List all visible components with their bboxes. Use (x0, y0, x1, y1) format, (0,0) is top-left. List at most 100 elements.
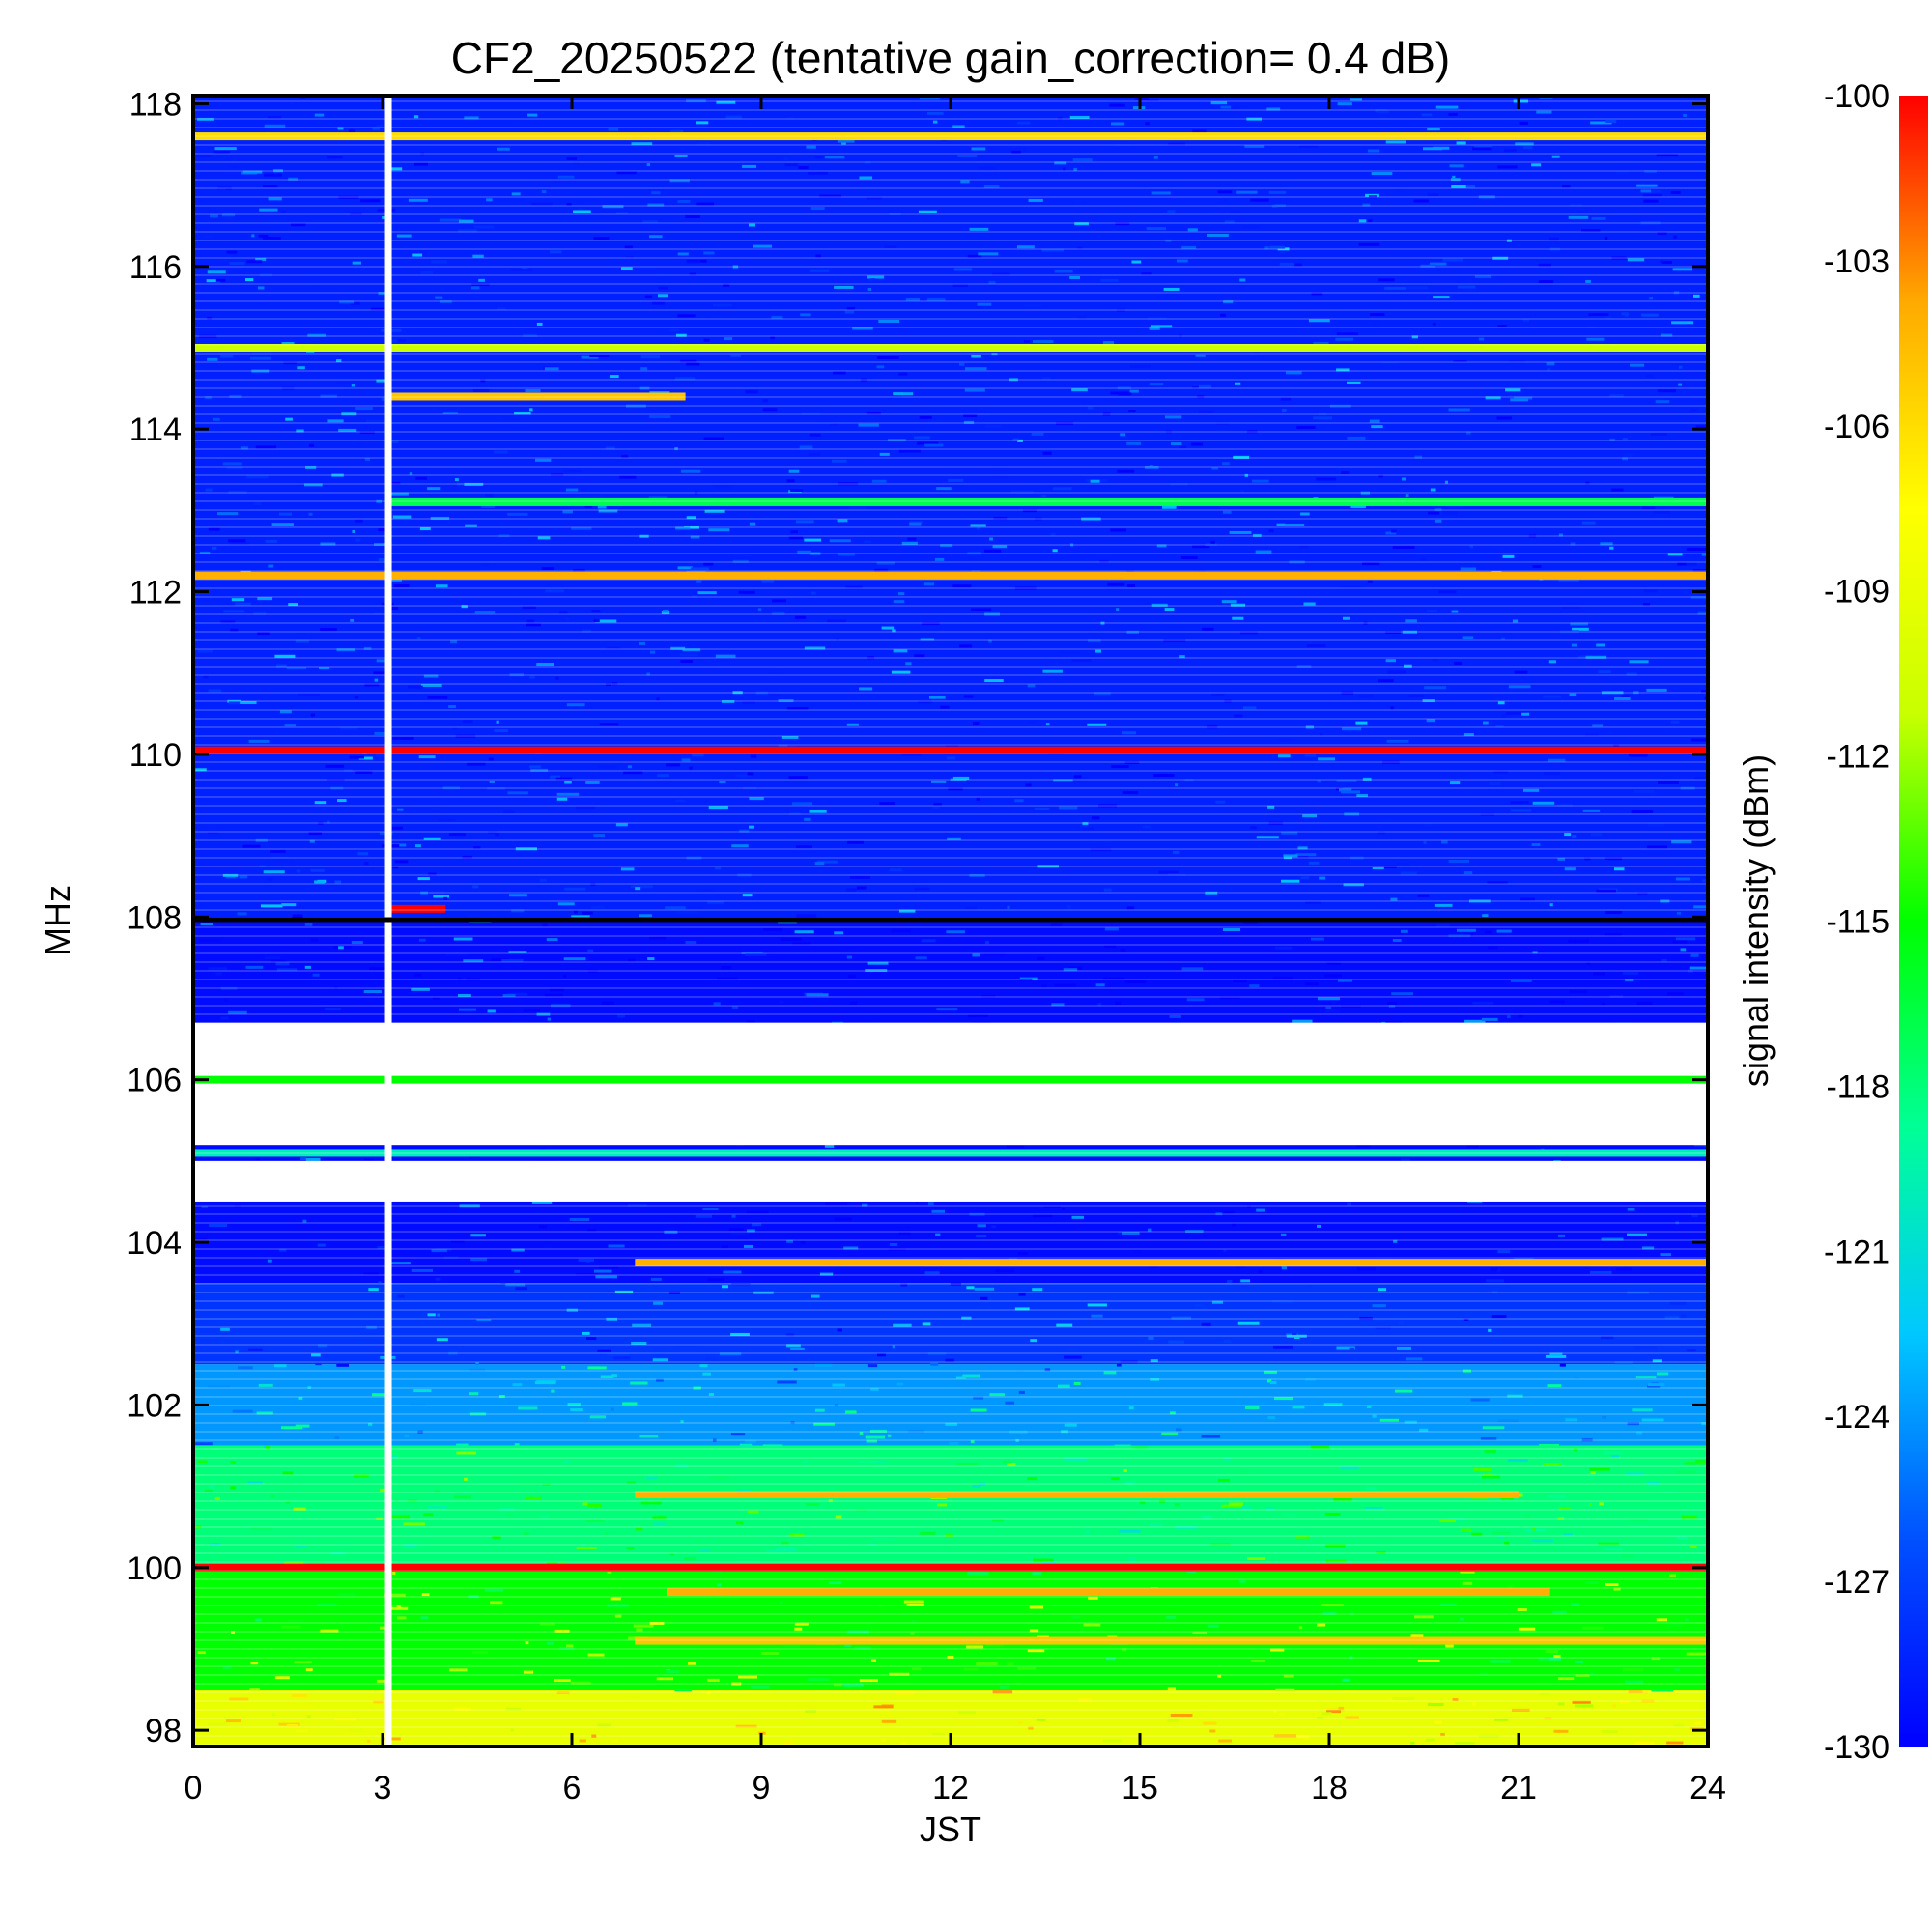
noise-cell (889, 1672, 910, 1676)
noise-cell (458, 1008, 476, 1011)
noise-cell (1066, 905, 1071, 909)
noise-cell (684, 1557, 696, 1561)
noise-cell (1655, 400, 1670, 404)
noise-cell (403, 1522, 426, 1526)
noise-cell (1694, 1721, 1701, 1725)
noise-cell (730, 1433, 746, 1436)
noise-cell (282, 1471, 294, 1475)
noise-cell (1598, 670, 1611, 674)
noise-cell (1584, 857, 1591, 861)
noise-cell (1531, 843, 1541, 847)
noise-cell (1603, 1451, 1623, 1455)
noise-cell (1400, 871, 1417, 875)
noise-cell (843, 1644, 852, 1648)
noise-cell (1656, 154, 1679, 157)
noise-cell (1444, 480, 1449, 484)
noise-cell (594, 1269, 612, 1273)
noise-cell (762, 399, 768, 403)
noise-cell (494, 450, 508, 454)
noise-cell (373, 671, 387, 675)
noise-cell (507, 992, 528, 996)
noise-cell (1605, 857, 1623, 861)
noise-cell (569, 1217, 590, 1221)
noise-cell (519, 1482, 539, 1486)
noise-cell (381, 397, 386, 401)
noise-cell (1175, 1428, 1182, 1432)
noise-cell (1635, 1376, 1657, 1379)
noise-cell (1018, 1293, 1026, 1296)
noise-cell (1014, 586, 1037, 590)
noise-cell (707, 316, 711, 320)
noise-cell (988, 280, 996, 284)
noise-cell (314, 880, 326, 884)
noise-cell (742, 894, 753, 897)
noise-cell (814, 156, 828, 159)
noise-cell (255, 445, 277, 449)
noise-cell (208, 527, 220, 531)
noise-cell (910, 1632, 915, 1635)
noise-cell (559, 1647, 575, 1651)
noise-cell (779, 1000, 784, 1004)
y-tick-label: 108 (127, 899, 182, 936)
y-axis-label: MHz (38, 885, 77, 956)
noise-cell (814, 862, 825, 866)
noise-cell (1207, 233, 1229, 237)
noise-cell (388, 167, 403, 171)
colorbar (1899, 96, 1928, 1747)
colorbar-label: signal intensity (dBm) (1736, 754, 1776, 1087)
noise-cell (992, 545, 1008, 549)
noise-cell (450, 1239, 465, 1243)
noise-cell (860, 1200, 868, 1204)
noise-cell (681, 758, 691, 762)
noise-cell (1242, 922, 1259, 925)
noise-cell (448, 705, 456, 709)
noise-cell (808, 1678, 830, 1682)
noise-cell (907, 537, 917, 541)
noise-cell (1378, 278, 1395, 282)
noise-cell (992, 474, 1009, 478)
noise-cell (649, 936, 667, 940)
noise-cell (486, 198, 493, 202)
noise-cell (680, 1420, 684, 1424)
noise-cell (199, 334, 217, 338)
noise-cell (1163, 287, 1180, 291)
noise-cell (1590, 1672, 1595, 1676)
noise-cell (1269, 245, 1286, 249)
noise-cell (1430, 488, 1436, 492)
noise-cell (907, 1430, 925, 1434)
noise-cell (337, 1593, 355, 1597)
noise-cell (193, 1525, 201, 1529)
noise-cell (1258, 1269, 1263, 1273)
noise-cell (1439, 1520, 1456, 1523)
noise-cell (1632, 1408, 1653, 1412)
noise-cell (1414, 1615, 1434, 1619)
noise-cell (256, 1411, 273, 1415)
noise-cell (1605, 315, 1613, 319)
noise-cell (1128, 1406, 1134, 1410)
noise-cell (364, 683, 380, 687)
noise-cell (977, 1224, 986, 1228)
noise-cell (1592, 724, 1604, 727)
noise-cell (682, 648, 701, 652)
noise-cell (1512, 619, 1519, 623)
noise-cell (1402, 477, 1406, 481)
noise-cell (378, 1281, 382, 1285)
noise-cell (1440, 1733, 1445, 1737)
noise-cell (1575, 1704, 1594, 1708)
noise-cell (969, 227, 989, 231)
noise-cell (744, 1244, 753, 1248)
noise-cell (1478, 337, 1485, 341)
noise-cell (1517, 1014, 1523, 1018)
noise-cell (1300, 512, 1310, 516)
noise-cell (1356, 1144, 1371, 1148)
noise-cell (790, 1533, 805, 1537)
noise-cell (464, 1477, 468, 1481)
noise-cell (1309, 1284, 1313, 1288)
noise-cell (581, 629, 592, 633)
noise-cell (699, 1548, 711, 1552)
noise-cell (753, 1559, 762, 1563)
noise-cell (814, 1408, 825, 1412)
noise-cell (1241, 225, 1261, 229)
noise-cell (1149, 327, 1160, 330)
noise-cell (1027, 684, 1036, 688)
